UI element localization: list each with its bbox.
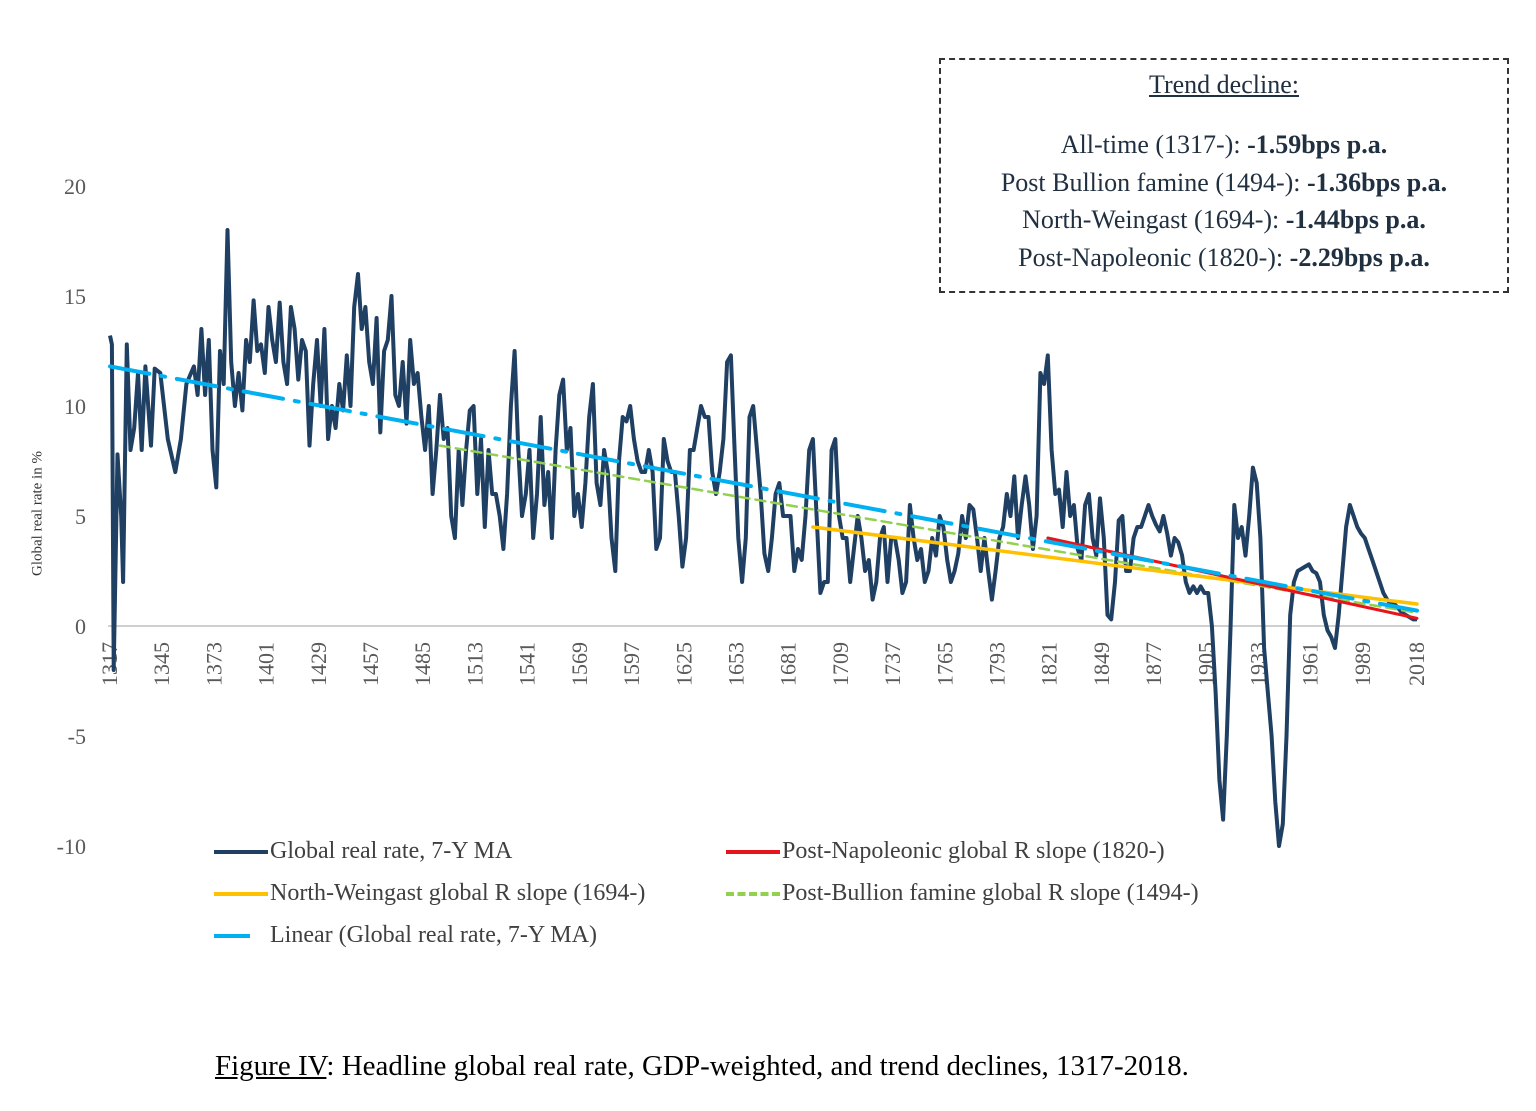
x-tick-label: 1961 xyxy=(1298,642,1323,686)
y-tick-label: -10 xyxy=(57,834,86,859)
x-tick-label: 1625 xyxy=(671,642,696,686)
trend-row-bullion: Post Bullion famine (1494-): -1.36bps p.… xyxy=(1000,167,1448,197)
x-tick-label: 1989 xyxy=(1350,642,1375,686)
x-tick-label: 1653 xyxy=(723,642,748,686)
legend-item-linear: Linear (Global real rate, 7-Y MA) xyxy=(214,922,597,949)
y-tick-label: 5 xyxy=(75,504,86,529)
x-tick-label: 1569 xyxy=(567,642,592,686)
trend-row-all-time: All-time (1317-): -1.59bps p.a. xyxy=(1060,130,1388,159)
x-tick-label: 1765 xyxy=(932,642,957,686)
x-tick-label: 1401 xyxy=(254,642,279,686)
trend-line-linear xyxy=(108,364,1419,613)
trend-box-title: Trend decline: xyxy=(1149,70,1299,99)
x-tick-label: 1317 xyxy=(97,642,122,686)
x-tick-label: 1877 xyxy=(1141,642,1166,686)
x-tick-label: 1345 xyxy=(149,642,174,686)
x-tick-label: 1793 xyxy=(984,642,1009,686)
x-tick-label: 1373 xyxy=(201,642,226,686)
x-tick-label: 1597 xyxy=(619,642,644,686)
x-tick-label: 1513 xyxy=(462,642,487,686)
x-tick-label: 1737 xyxy=(880,642,905,686)
y-tick-label: 10 xyxy=(64,394,86,419)
legend-item-north-weingast: North-Weingast global R slope (1694-) xyxy=(214,880,645,907)
figure-caption: Figure IV: Headline global real rate, GD… xyxy=(215,1050,1189,1082)
legend-swatch xyxy=(214,849,268,854)
trend-row-north-weingast: North-Weingast (1694-): -1.44bps p.a. xyxy=(1022,205,1426,234)
y-tick-label: 15 xyxy=(64,284,86,309)
x-tick-label: 1457 xyxy=(358,642,383,686)
y-tick-label: 0 xyxy=(75,614,86,639)
x-tick-label: 1429 xyxy=(306,642,331,686)
legend-item-bullion: Post-Bullion famine global R slope (1494… xyxy=(726,880,1199,907)
x-tick-label: 2018 xyxy=(1404,642,1429,686)
x-tick-label: 1821 xyxy=(1037,642,1062,686)
trend-row-napoleonic: Post-Napoleonic (1820-): -2.29bps p.a. xyxy=(1018,242,1430,272)
x-tick-label: 1681 xyxy=(776,642,801,686)
x-tick-label: 1709 xyxy=(828,642,853,686)
legend-swatch xyxy=(726,891,780,896)
legend-item-global: Global real rate, 7-Y MA xyxy=(214,838,512,865)
trend-line-napoleonic xyxy=(1046,536,1419,620)
series-line-global-real-rate xyxy=(108,228,1417,848)
legend-swatch xyxy=(214,891,268,896)
legend-swatch xyxy=(726,849,780,854)
legend-swatch xyxy=(214,933,250,938)
trend-decline-box: Trend decline: All-time (1317-): -1.59bp… xyxy=(939,58,1509,293)
y-tick-label: 20 xyxy=(64,174,86,199)
x-tick-label: 1485 xyxy=(410,642,435,686)
legend-item-napoleonic: Post-Napoleonic global R slope (1820-) xyxy=(726,838,1165,865)
y-tick-label: -5 xyxy=(68,724,86,749)
x-tick-label: 1541 xyxy=(515,642,540,686)
x-tick-label: 1849 xyxy=(1089,642,1114,686)
y-axis-label: Global real rate in % xyxy=(29,451,46,576)
